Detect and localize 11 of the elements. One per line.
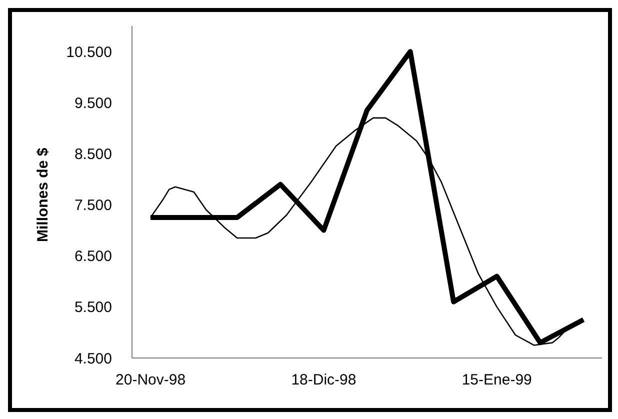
x-tick-label: 20-Nov-98 xyxy=(116,372,186,389)
y-tick-label: 9.500 xyxy=(74,94,112,112)
y-axis-title: Millones de $ xyxy=(34,147,52,242)
y-tick-label: 7.500 xyxy=(74,197,112,214)
y-tick-label: 10.500 xyxy=(66,44,112,61)
y-tick-label: 8.500 xyxy=(74,146,112,164)
y-tick-label: 4.500 xyxy=(74,350,112,368)
y-tick-label: 6.500 xyxy=(74,248,112,266)
y-tick-label: 5.500 xyxy=(74,299,112,316)
x-tick-label: 18-Dic-98 xyxy=(291,372,356,389)
x-tick-label: 15-Ene-99 xyxy=(462,372,532,389)
